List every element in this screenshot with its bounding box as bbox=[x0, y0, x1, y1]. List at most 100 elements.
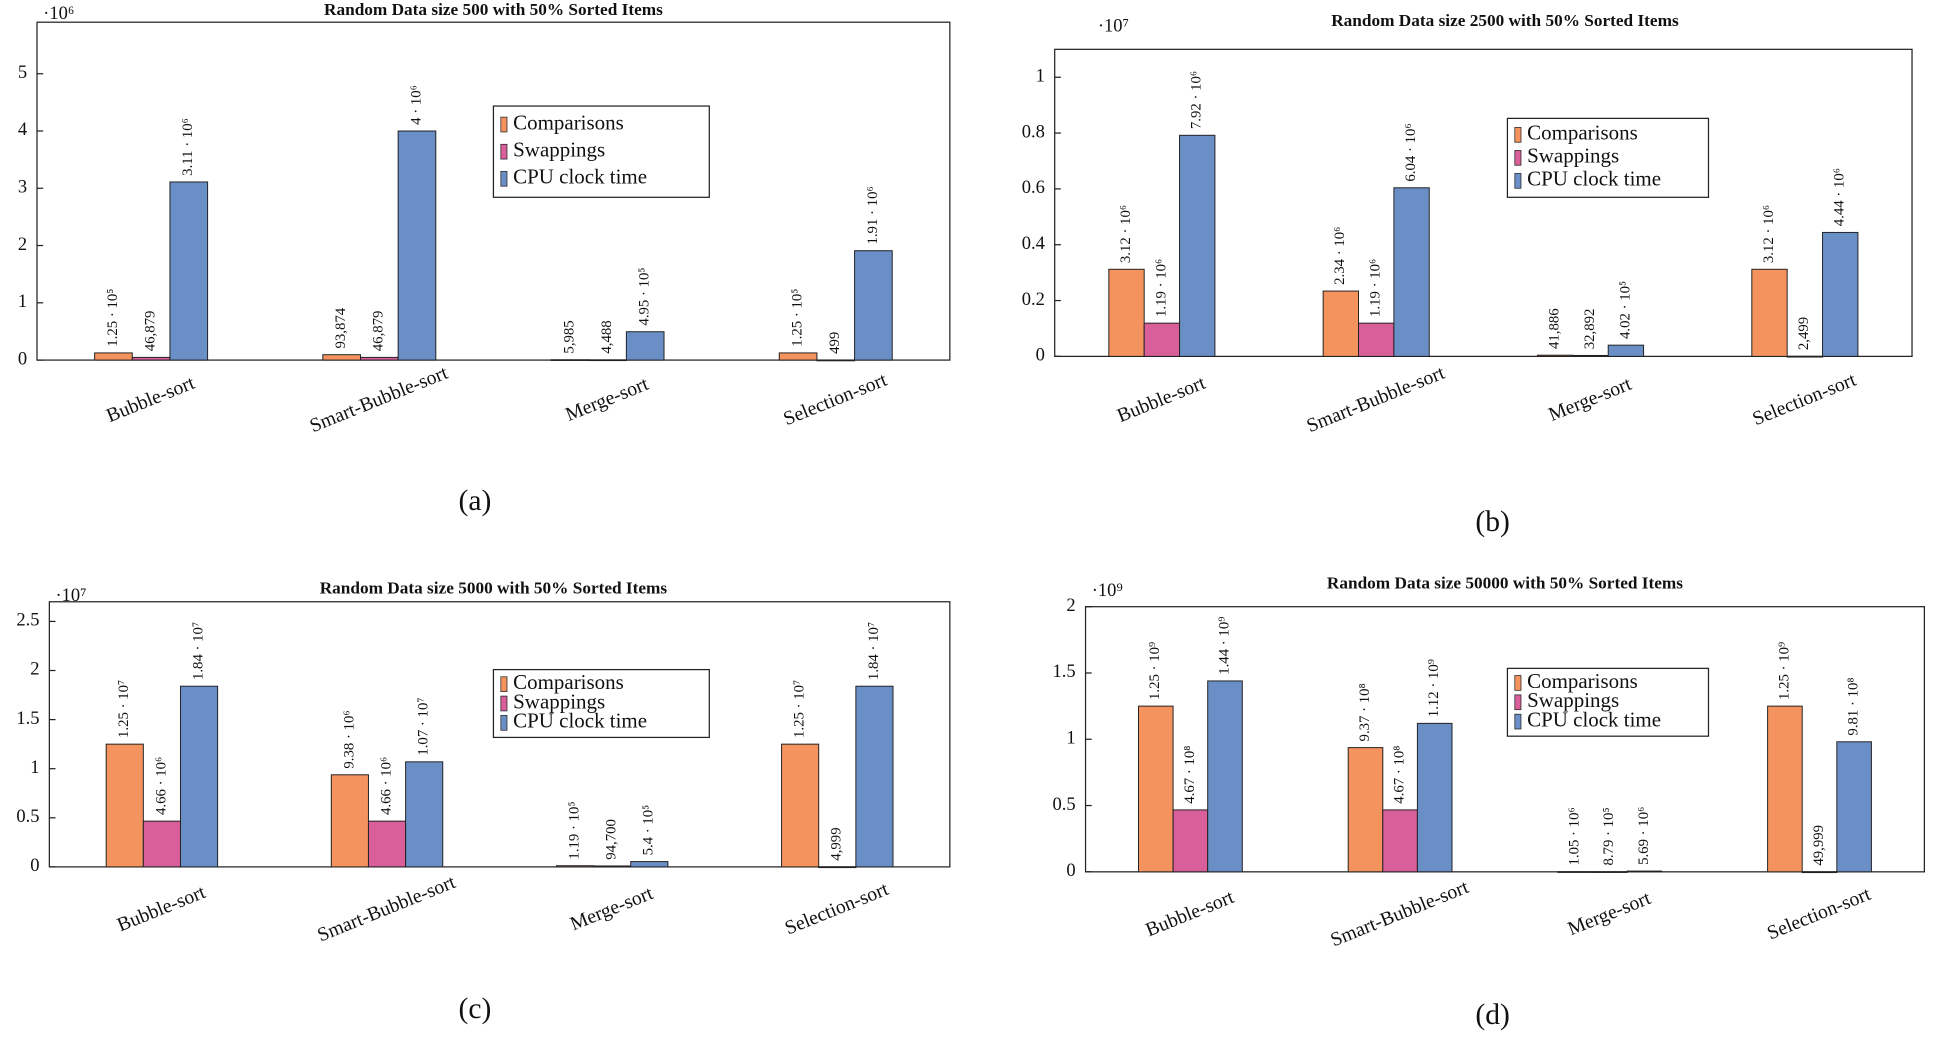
x-tick-label: Smart-Bubble-sort bbox=[314, 871, 459, 947]
value-label: 1.25 · 10⁷ bbox=[792, 680, 808, 738]
legend-box bbox=[1506, 667, 1710, 737]
plot-frame bbox=[48, 601, 951, 868]
value-label: 49,999 bbox=[1811, 825, 1827, 866]
legend-swatch bbox=[1514, 173, 1522, 189]
bar bbox=[630, 861, 669, 868]
chart-panel: Random Data size 500 with 50% Sorted Ite… bbox=[18, 0, 951, 517]
bar bbox=[1607, 344, 1645, 357]
bar bbox=[405, 761, 444, 868]
bar bbox=[1751, 268, 1788, 357]
value-label: 93,874 bbox=[333, 307, 349, 348]
bar bbox=[1536, 354, 1574, 357]
bar bbox=[588, 359, 627, 362]
bar bbox=[179, 685, 219, 868]
legend-label: Swappings bbox=[513, 689, 605, 713]
y-tick-label: 0.5 bbox=[16, 807, 39, 827]
chart-title: Random Data size 5000 with 50% Sorted It… bbox=[320, 578, 668, 597]
bar bbox=[1179, 134, 1216, 357]
bar bbox=[1836, 741, 1872, 873]
x-tick-label: Smart-Bubble-sort bbox=[1327, 876, 1472, 952]
bar bbox=[818, 866, 857, 869]
bar bbox=[1347, 747, 1384, 873]
bar bbox=[1393, 187, 1430, 357]
value-label: 32,892 bbox=[1582, 309, 1598, 350]
value-label: 2,499 bbox=[1796, 317, 1812, 350]
value-label: 4.66 · 10⁶ bbox=[153, 757, 169, 815]
legend-swatch bbox=[1514, 694, 1522, 711]
legend-box bbox=[492, 668, 710, 739]
legend-swatch bbox=[500, 676, 508, 692]
legend-swatch bbox=[500, 171, 508, 187]
legend-label: CPU clock time bbox=[1527, 707, 1661, 731]
value-label: 3.12 · 10⁶ bbox=[1118, 205, 1134, 263]
value-label: 1.07 · 10⁷ bbox=[416, 697, 432, 755]
bar bbox=[1322, 290, 1360, 357]
legend-swatch bbox=[500, 116, 508, 133]
value-label: 4.67 · 10⁸ bbox=[1391, 746, 1407, 804]
y-tick-label: 3 bbox=[18, 178, 27, 198]
bar bbox=[397, 130, 437, 361]
value-label: 41,886 bbox=[1547, 308, 1563, 349]
x-tick-label: Smart-Bubble-sort bbox=[1303, 362, 1448, 438]
legend-box bbox=[1506, 117, 1710, 198]
legend-label: CPU clock time bbox=[1527, 167, 1661, 191]
y-tick-label: 1 bbox=[1066, 729, 1075, 749]
legend-label: CPU clock time bbox=[513, 709, 647, 733]
value-label: 7.92 · 10⁶ bbox=[1189, 71, 1205, 129]
bar bbox=[131, 356, 171, 361]
value-label: 46,879 bbox=[371, 311, 387, 352]
legend-label: Swappings bbox=[1527, 144, 1619, 168]
value-label: 3.11 · 10⁶ bbox=[180, 118, 196, 176]
chart-panel: Random Data size 5000 with 50% Sorted It… bbox=[16, 578, 951, 1025]
bar bbox=[94, 352, 133, 361]
bar bbox=[1822, 231, 1859, 357]
bar bbox=[1557, 871, 1593, 873]
y-tick-label: 1.5 bbox=[16, 709, 39, 729]
axis-multiplier: ·10⁶ bbox=[43, 4, 74, 24]
value-label: 9.81 · 10⁸ bbox=[1846, 677, 1862, 735]
value-label: 1.25 · 10⁵ bbox=[789, 289, 805, 347]
value-label: 1.25 · 10⁹ bbox=[1147, 642, 1163, 700]
value-label: 46,879 bbox=[143, 311, 159, 352]
value-label: 1.84 · 10⁷ bbox=[190, 622, 206, 680]
bar bbox=[1108, 268, 1145, 357]
legend-swatch bbox=[1514, 713, 1522, 730]
panel-label: (c) bbox=[458, 993, 491, 1025]
bar bbox=[593, 865, 632, 868]
legend-label: Swappings bbox=[513, 137, 605, 161]
legend-label: CPU clock time bbox=[513, 165, 647, 189]
y-tick-label: 2.5 bbox=[16, 611, 39, 631]
y-tick-label: 0.5 bbox=[1053, 795, 1076, 815]
bar bbox=[142, 820, 181, 868]
value-label: 4,999 bbox=[829, 827, 845, 860]
value-label: 1.25 · 10⁵ bbox=[105, 289, 121, 347]
value-label: 1.19 · 10⁵ bbox=[566, 801, 582, 859]
x-tick-label: Selection-sort bbox=[1749, 369, 1859, 431]
y-tick-label: 0.4 bbox=[1022, 234, 1045, 254]
y-tick-label: 0 bbox=[18, 349, 27, 369]
value-label: 1.25 · 10⁷ bbox=[116, 680, 132, 738]
bar bbox=[1382, 809, 1418, 873]
bar bbox=[1172, 809, 1209, 873]
bar bbox=[1137, 705, 1174, 873]
value-label: 9.38 · 10⁶ bbox=[341, 710, 357, 768]
bar bbox=[1416, 722, 1453, 873]
legend-label: Comparisons bbox=[1527, 121, 1638, 145]
value-label: 1.19 · 10⁶ bbox=[1368, 259, 1384, 317]
bar bbox=[1801, 871, 1838, 874]
y-tick-label: 0.2 bbox=[1022, 290, 1045, 310]
legend-label: Comparisons bbox=[513, 110, 624, 134]
axis-multiplier: ·10⁹ bbox=[1092, 581, 1123, 601]
bar bbox=[855, 685, 894, 868]
x-tick-label: Merge-sort bbox=[1565, 887, 1655, 940]
value-label: 5.69 · 10⁶ bbox=[1636, 807, 1652, 865]
bar bbox=[169, 181, 209, 361]
y-tick-label: 1 bbox=[1036, 66, 1045, 86]
axis-multiplier: ·10⁷ bbox=[56, 586, 87, 606]
value-label: 4.44 · 10⁶ bbox=[1832, 168, 1848, 226]
legend-label: Comparisons bbox=[513, 670, 624, 694]
panel-label: (b) bbox=[1475, 506, 1510, 538]
bar bbox=[781, 743, 820, 868]
legend-label: Swappings bbox=[1527, 688, 1619, 712]
